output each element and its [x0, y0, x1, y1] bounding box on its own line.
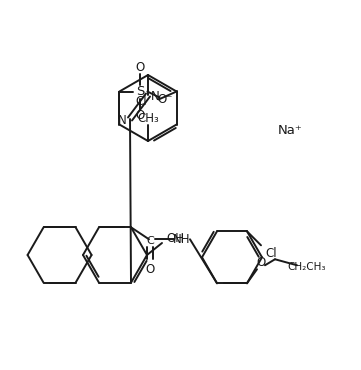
- Text: Cl: Cl: [135, 95, 147, 108]
- Text: O: O: [136, 109, 145, 122]
- Text: N: N: [118, 114, 126, 128]
- Text: S: S: [136, 85, 145, 98]
- Text: OH: OH: [166, 232, 184, 246]
- Text: NH: NH: [173, 233, 191, 246]
- Text: Cl: Cl: [265, 247, 277, 260]
- Text: C: C: [146, 236, 154, 246]
- Text: O⁻: O⁻: [158, 93, 173, 106]
- Text: CH₃: CH₃: [137, 111, 159, 124]
- Text: O: O: [136, 61, 145, 74]
- Text: N: N: [151, 91, 159, 104]
- Text: O: O: [145, 263, 155, 276]
- Text: O: O: [256, 256, 266, 269]
- Text: Na⁺: Na⁺: [278, 124, 303, 137]
- Text: CH₂CH₃: CH₂CH₃: [288, 262, 326, 272]
